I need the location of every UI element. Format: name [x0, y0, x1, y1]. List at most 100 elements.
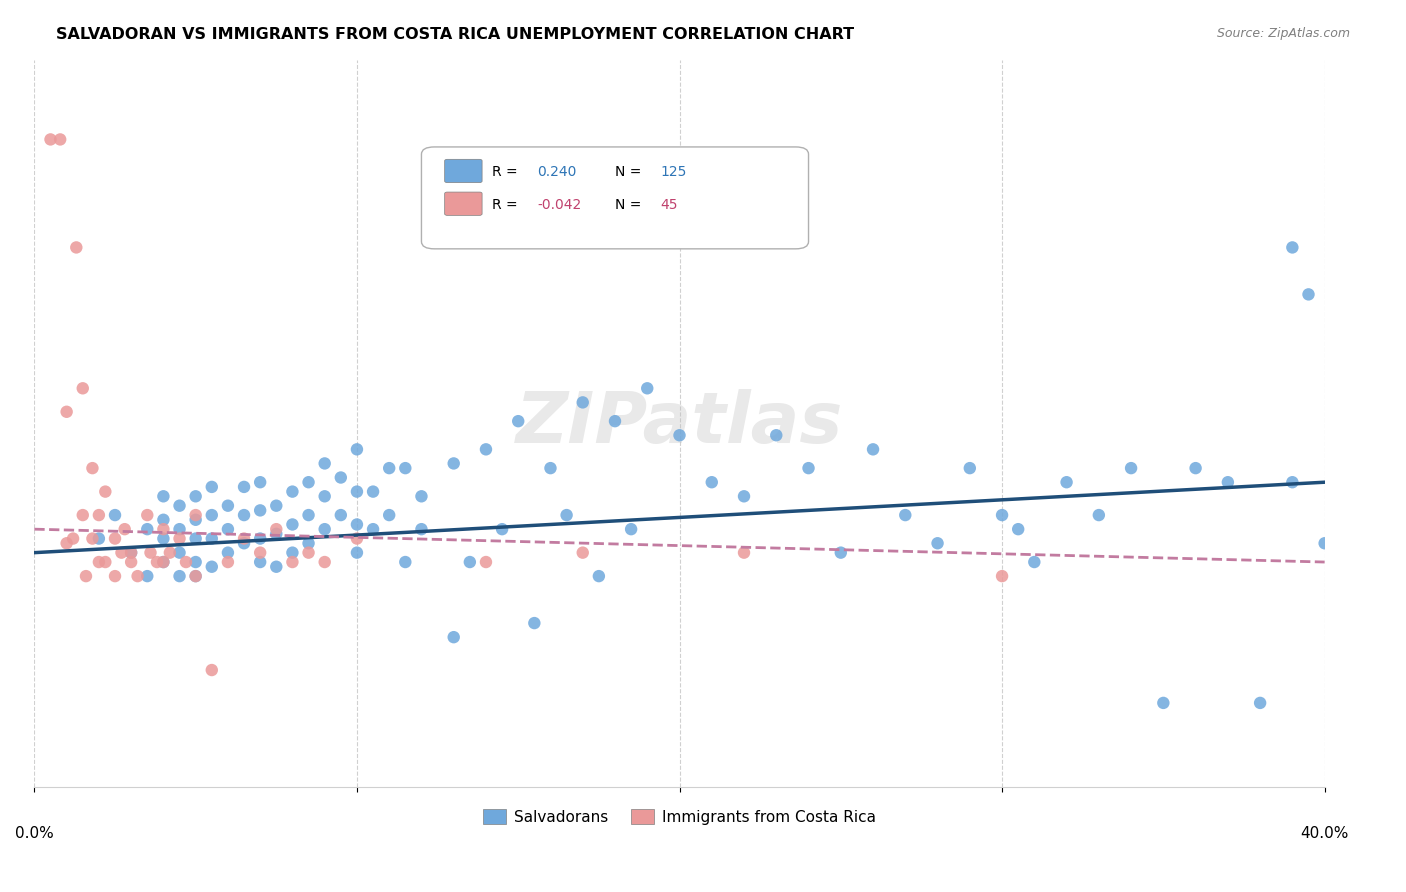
Point: [152, 532, 174, 546]
Point: [114, 522, 136, 536]
Point: [281, 517, 304, 532]
Point: [571, 546, 593, 560]
Point: [475, 442, 498, 457]
Point: [959, 461, 981, 475]
Point: [104, 569, 127, 583]
Point: [249, 555, 271, 569]
Point: [110, 546, 132, 560]
Point: [523, 616, 546, 631]
Point: [991, 569, 1014, 583]
Point: [329, 508, 352, 522]
Point: [1281, 475, 1303, 490]
Point: [201, 559, 224, 574]
Point: [620, 522, 643, 536]
Text: R =: R =: [492, 165, 523, 179]
Point: [329, 470, 352, 484]
Point: [136, 508, 159, 522]
Point: [314, 489, 336, 503]
Point: [314, 555, 336, 569]
Point: [443, 457, 465, 471]
Point: [1216, 475, 1239, 490]
Point: [411, 522, 433, 536]
FancyBboxPatch shape: [422, 147, 808, 249]
Point: [458, 555, 481, 569]
Point: [1184, 461, 1206, 475]
Point: [104, 532, 127, 546]
Text: 0.240: 0.240: [537, 165, 576, 179]
Point: [394, 461, 416, 475]
Point: [361, 484, 384, 499]
Point: [75, 569, 97, 583]
Point: [87, 532, 110, 546]
Point: [184, 569, 207, 583]
Point: [862, 442, 884, 457]
Point: [55, 405, 77, 419]
Point: [201, 663, 224, 677]
Point: [233, 508, 256, 522]
Point: [1119, 461, 1142, 475]
FancyBboxPatch shape: [444, 192, 482, 215]
Point: [169, 522, 191, 536]
Point: [297, 475, 319, 490]
Point: [266, 499, 288, 513]
Point: [249, 475, 271, 490]
Point: [378, 508, 401, 522]
Point: [65, 240, 87, 254]
Point: [72, 508, 94, 522]
Point: [555, 508, 578, 522]
Point: [94, 484, 117, 499]
Point: [146, 555, 169, 569]
Point: [266, 527, 288, 541]
Point: [491, 522, 513, 536]
Point: [136, 522, 159, 536]
Point: [1007, 522, 1029, 536]
Point: [201, 508, 224, 522]
Text: R =: R =: [492, 198, 523, 212]
Point: [72, 381, 94, 395]
Point: [765, 428, 787, 442]
Point: [217, 546, 239, 560]
Text: 125: 125: [661, 165, 686, 179]
Point: [894, 508, 917, 522]
Point: [540, 461, 562, 475]
Point: [297, 508, 319, 522]
Point: [169, 499, 191, 513]
Point: [314, 457, 336, 471]
Point: [233, 480, 256, 494]
Point: [314, 522, 336, 536]
Point: [217, 499, 239, 513]
Point: [39, 132, 62, 146]
Text: SALVADORAN VS IMMIGRANTS FROM COSTA RICA UNEMPLOYMENT CORRELATION CHART: SALVADORAN VS IMMIGRANTS FROM COSTA RICA…: [56, 27, 855, 42]
Point: [217, 522, 239, 536]
Text: N =: N =: [614, 198, 645, 212]
Point: [346, 532, 368, 546]
Text: 40.0%: 40.0%: [1301, 826, 1348, 841]
Point: [603, 414, 626, 428]
Text: 0.0%: 0.0%: [15, 826, 53, 841]
Point: [152, 489, 174, 503]
Point: [636, 381, 658, 395]
Point: [1249, 696, 1271, 710]
Point: [184, 569, 207, 583]
Point: [475, 555, 498, 569]
Point: [571, 395, 593, 409]
FancyBboxPatch shape: [444, 160, 482, 183]
Point: [508, 414, 530, 428]
Legend: Salvadorans, Immigrants from Costa Rica: Salvadorans, Immigrants from Costa Rica: [477, 803, 882, 830]
Point: [1056, 475, 1078, 490]
Point: [136, 569, 159, 583]
Point: [152, 522, 174, 536]
Point: [169, 569, 191, 583]
Point: [1024, 555, 1046, 569]
Point: [297, 546, 319, 560]
Point: [139, 546, 162, 560]
Point: [87, 555, 110, 569]
Point: [127, 569, 149, 583]
Point: [249, 503, 271, 517]
Point: [668, 428, 690, 442]
Text: 45: 45: [661, 198, 678, 212]
Point: [233, 536, 256, 550]
Point: [104, 508, 127, 522]
Point: [120, 555, 142, 569]
Point: [184, 508, 207, 522]
